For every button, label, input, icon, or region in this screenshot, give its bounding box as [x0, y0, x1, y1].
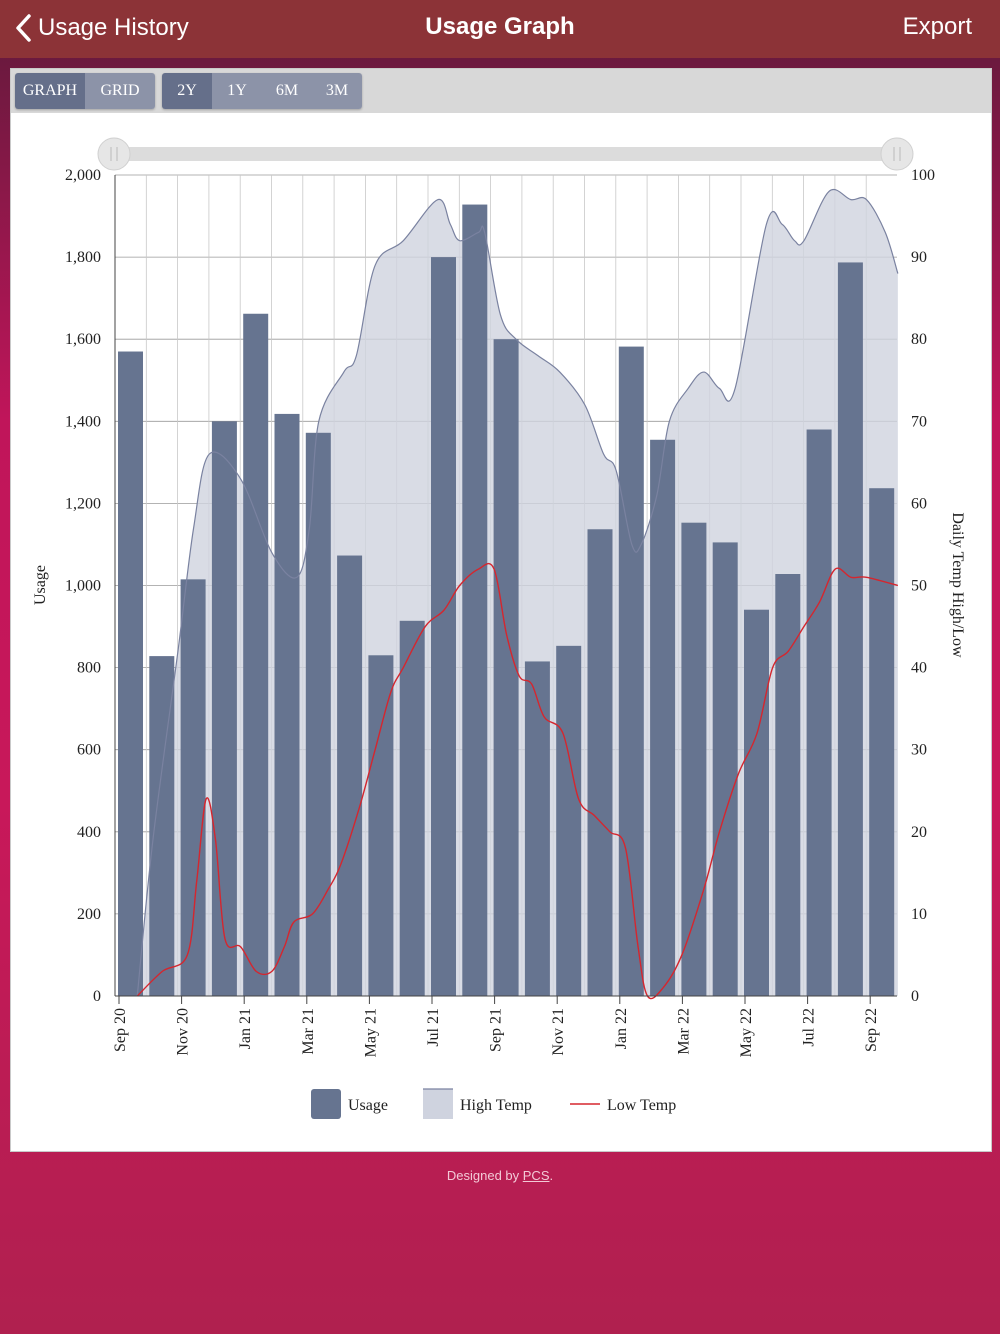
y-right-tick-label: 70 — [911, 413, 927, 430]
y-right-tick-label: 0 — [911, 988, 919, 1005]
usage-bar — [524, 661, 550, 996]
usage-bar — [556, 645, 582, 996]
usage-bar — [211, 421, 237, 996]
tab-grid[interactable]: GRID — [85, 73, 155, 109]
y-left-tick-label: 1,200 — [65, 495, 101, 512]
y-right-tick-label: 40 — [911, 660, 927, 677]
footer-suffix: . — [549, 1168, 554, 1183]
tab-graph[interactable]: GRAPH — [15, 73, 85, 109]
footer-text: Designed by — [446, 1168, 523, 1183]
range-slider-right-handle[interactable] — [880, 137, 914, 171]
x-tick-label: Jul 22 — [801, 1008, 818, 1047]
y-right-tick-label: 60 — [911, 495, 927, 512]
usage-bar — [493, 339, 519, 996]
x-tick-label: Jan 21 — [237, 1008, 254, 1049]
y-left-tick-label: 1,600 — [65, 331, 101, 348]
x-tick-label: May 22 — [738, 1008, 755, 1057]
x-tick-label: Jan 22 — [613, 1008, 630, 1049]
y-right-tick-label: 90 — [911, 249, 927, 266]
usage-bar — [274, 413, 300, 996]
usage-bar — [337, 555, 363, 996]
x-tick-label: Sep 21 — [488, 1008, 505, 1052]
low-temp-line — [136, 562, 899, 1000]
usage-bar — [243, 313, 269, 996]
usage-bar — [837, 262, 863, 996]
range-2y[interactable]: 2Y — [162, 73, 212, 109]
legend-usage-label: Usage — [348, 1097, 388, 1114]
y-left-tick-label: 1,800 — [65, 249, 101, 266]
legend-high-temp-swatch — [423, 1089, 453, 1119]
legend-high-temp-label: High Temp — [460, 1097, 532, 1114]
x-tick-label: Sep 20 — [112, 1008, 129, 1052]
y-left-tick-label: 800 — [77, 660, 101, 677]
y-left-tick-label: 1,400 — [65, 413, 101, 430]
range-1y[interactable]: 1Y — [212, 73, 262, 109]
y-right-tick-label: 100 — [911, 167, 935, 184]
usage-bar — [587, 529, 613, 996]
y-right-tick-label: 80 — [911, 331, 927, 348]
left-axis-ticks: 0 200 400 600 800 1,000 1,200 1,400 1,600 1,800 2,… — [65, 167, 101, 1005]
right-axis-ticks: 0 10 20 30 40 50 60 70 80 90 100 — [911, 167, 935, 1005]
nav-bar: Usage History Usage Graph Export — [0, 0, 1000, 58]
footer: Designed by PCS. — [0, 1168, 1000, 1183]
chart-panel: GRAPH GRID 2Y 1Y 6M 3M 0 200 400 600 800 1,00… — [10, 68, 992, 1152]
range-slider-track[interactable] — [114, 147, 896, 161]
usage-bar — [305, 432, 331, 996]
x-tick-label: May 21 — [362, 1008, 379, 1057]
y-right-tick-label: 10 — [911, 906, 927, 923]
chart-legend: Usage High Temp Low Temp — [311, 1088, 676, 1119]
legend-low-temp-label: Low Temp — [607, 1097, 676, 1114]
usage-bar — [618, 346, 644, 996]
y-left-tick-label: 2,000 — [65, 167, 101, 184]
usage-bar — [806, 429, 832, 996]
usage-bar — [650, 439, 676, 997]
x-axis-ticks: Sep 20 Nov 20 Jan 21 Mar 21 May 21 Jul 21 Sep … — [112, 996, 880, 1057]
usage-bar — [118, 351, 143, 996]
usage-bar — [775, 574, 801, 996]
usage-bars — [118, 204, 895, 997]
x-tick-label: Sep 22 — [863, 1008, 880, 1052]
view-toggle: GRAPH GRID — [15, 73, 155, 109]
y-left-axis-title: Usage — [32, 565, 49, 605]
legend-usage-swatch — [311, 1089, 341, 1119]
back-button[interactable]: Usage History — [12, 8, 189, 48]
y-right-tick-label: 20 — [911, 824, 927, 841]
high-temp-line — [136, 189, 899, 997]
range-3m[interactable]: 3M — [312, 73, 362, 109]
usage-bar — [180, 579, 206, 996]
y-right-tick-label: 30 — [911, 742, 927, 759]
y-left-tick-label: 400 — [77, 824, 101, 841]
y-left-tick-label: 200 — [77, 906, 101, 923]
chevron-left-icon — [16, 14, 31, 42]
usage-bar — [712, 542, 738, 996]
usage-bar — [431, 257, 456, 997]
usage-bar — [869, 488, 895, 996]
x-tick-label: Jul 21 — [425, 1008, 442, 1047]
range-slider-left-handle[interactable] — [97, 137, 131, 171]
usage-bar — [368, 655, 394, 996]
y-right-axis-title: Daily Temp High/Low — [949, 512, 966, 658]
x-tick-label: Nov 21 — [550, 1008, 567, 1056]
y-left-tick-label: 1,000 — [65, 578, 101, 595]
y-left-tick-label: 0 — [93, 988, 101, 1005]
back-button-label: Usage History — [38, 14, 189, 41]
export-button[interactable]: Export — [902, 13, 972, 40]
usage-bar — [399, 620, 425, 996]
usage-bar — [462, 204, 488, 996]
usage-bar — [744, 609, 769, 996]
range-6m[interactable]: 6M — [262, 73, 312, 109]
footer-link[interactable]: PCS — [522, 1168, 550, 1183]
y-left-tick-label: 600 — [77, 742, 101, 759]
chart-toolbar: GRAPH GRID 2Y 1Y 6M 3M — [11, 69, 991, 113]
x-tick-label: Mar 22 — [675, 1008, 692, 1055]
usage-chart: 02004006008001,0001,2001,4001,6001,8002,… — [32, 137, 966, 1119]
x-tick-label: Mar 21 — [300, 1008, 317, 1055]
y-right-tick-label: 50 — [911, 578, 927, 595]
range-toggle: 2Y 1Y 6M 3M — [162, 73, 362, 109]
x-tick-label: Nov 20 — [175, 1008, 192, 1056]
usage-bar — [681, 522, 707, 996]
